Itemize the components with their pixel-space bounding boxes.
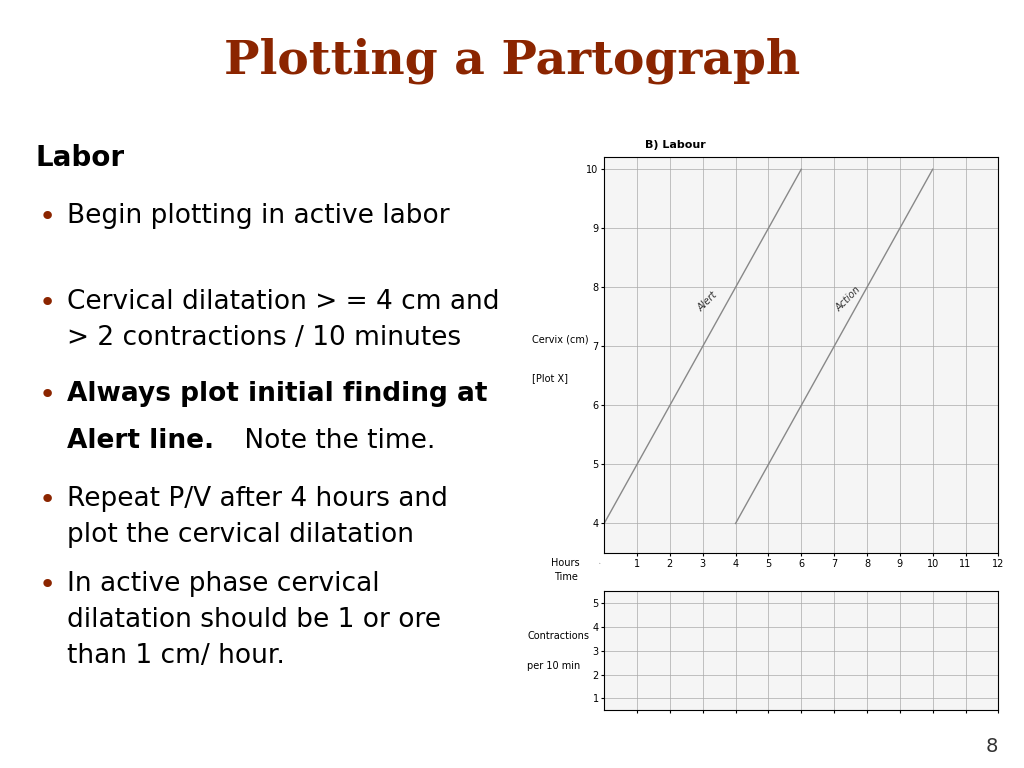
Text: •: • [39, 571, 56, 599]
Text: Alert line.: Alert line. [67, 428, 214, 454]
Text: B) Labour: B) Labour [645, 140, 706, 150]
Text: Time: Time [554, 572, 578, 582]
Text: •: • [39, 289, 56, 316]
Text: int: int [599, 563, 601, 564]
Text: Begin plotting in active labor: Begin plotting in active labor [67, 204, 450, 230]
Text: Plotting a Partograph: Plotting a Partograph [224, 38, 800, 84]
Text: Cervix (cm): Cervix (cm) [532, 335, 589, 345]
Text: Labor: Labor [36, 144, 125, 172]
Text: Contractions: Contractions [527, 631, 590, 641]
Text: •: • [39, 381, 56, 409]
Text: [Plot X]: [Plot X] [532, 373, 568, 383]
Text: per 10 min: per 10 min [527, 661, 581, 671]
Text: •: • [39, 204, 56, 231]
Text: Repeat P/V after 4 hours and
plot the cervical dilatation: Repeat P/V after 4 hours and plot the ce… [67, 485, 447, 548]
Text: Cervical dilatation > = 4 cm and
> 2 contractions / 10 minutes: Cervical dilatation > = 4 cm and > 2 con… [67, 289, 499, 351]
Text: Note the time.: Note the time. [236, 428, 435, 454]
Text: Hours: Hours [551, 558, 580, 568]
Text: In active phase cervical
dilatation should be 1 or ore
than 1 cm/ hour.: In active phase cervical dilatation shou… [67, 571, 440, 669]
Text: •: • [39, 485, 56, 514]
Text: Alert: Alert [696, 290, 720, 313]
Text: Always plot initial finding at: Always plot initial finding at [67, 381, 487, 406]
Text: 8: 8 [986, 737, 998, 756]
Text: Action: Action [835, 284, 863, 313]
